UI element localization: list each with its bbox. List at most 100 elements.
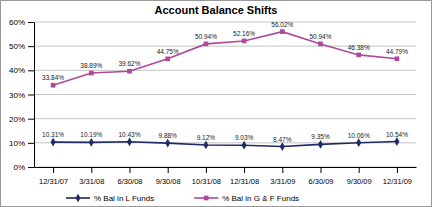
y-tick: 50%: [9, 42, 34, 51]
x-tick: 6/30/09: [308, 167, 333, 186]
x-tick: 9/30/08: [156, 167, 181, 186]
x-tick: 3/31/08: [79, 167, 104, 186]
legend-marker: [75, 194, 80, 203]
y-tick-mark: [28, 95, 34, 96]
y-tick-mark: [28, 167, 34, 168]
series-marker: [51, 138, 56, 147]
x-tick: 6/30/08: [117, 167, 142, 186]
series-marker: [318, 140, 323, 149]
series-marker: [242, 141, 247, 150]
y-tick-label: 60%: [9, 18, 25, 27]
x-tick-label: 6/30/08: [117, 177, 142, 186]
x-tick-mark: [130, 167, 131, 173]
plot: 0% 10% 20% 30% 40% 50% 60% 12/31/07 3/31/08 6/30/…: [9, 18, 417, 185]
data-label: 10.19%: [80, 131, 102, 138]
legend-label: % Bal in L Funds: [94, 194, 154, 203]
x-tick-label: 3/31/09: [270, 177, 295, 186]
series-marker: [127, 69, 132, 74]
data-label: 10.31%: [42, 131, 64, 138]
legend-item: % Bal in L Funds: [66, 194, 154, 203]
x-tick: 12/31/07: [39, 167, 68, 186]
x-tick: 12/31/09: [383, 167, 412, 186]
series-marker: [204, 42, 209, 47]
x-tick: 10/31/08: [192, 167, 221, 186]
y-tick: 20%: [9, 115, 34, 124]
x-tick-label: 10/31/08: [192, 177, 221, 186]
chart: Account Balance Shifts 0% 10% 20% 30% 40% 50% 6…: [0, 0, 432, 207]
series-marker: [203, 141, 208, 150]
series-line: [53, 32, 397, 86]
title: Account Balance Shifts: [155, 4, 278, 16]
data-label: 56.02%: [271, 21, 293, 28]
x-tick-label: 12/31/08: [230, 177, 259, 186]
x-tick-label: 12/31/07: [39, 177, 68, 186]
x-tick-label: 9/30/08: [156, 177, 181, 186]
series-marker: [395, 56, 400, 61]
y-tick: 40%: [9, 66, 34, 75]
legend-item: % Bal in G & F Funds: [194, 194, 299, 203]
series-marker: [127, 137, 132, 146]
x-tick: 12/31/08: [230, 167, 259, 186]
x-tick-mark: [206, 167, 207, 173]
data-label: 9.35%: [311, 133, 330, 140]
y-tick: 30%: [9, 91, 34, 100]
x-tick: 3/31/09: [270, 167, 295, 186]
data-label: 50.94%: [309, 33, 331, 40]
x-tick-mark: [321, 167, 322, 173]
chart-border: [1, 1, 432, 207]
y-tick: 60%: [9, 18, 34, 27]
legend: % Bal in L Funds % Bal in G & F Funds: [66, 194, 299, 203]
x-tick: 9/30/09: [347, 167, 372, 186]
x-tick-mark: [397, 167, 398, 173]
grid-line: [34, 118, 416, 119]
y-tick-mark: [28, 46, 34, 47]
series-marker: [280, 142, 285, 151]
series-marker: [356, 138, 361, 147]
data-label: 39.62%: [118, 60, 140, 67]
grid: [34, 22, 416, 167]
y-axis-line: [34, 23, 35, 168]
marks: [51, 29, 400, 151]
y-tick-label: 50%: [9, 42, 25, 51]
series-marker: [165, 57, 170, 62]
series-marker: [51, 83, 56, 88]
y-tick: 0%: [13, 163, 34, 172]
data-label: 9.88%: [158, 132, 177, 139]
x-tick-mark: [53, 167, 54, 173]
y-axis: 0% 10% 20% 30% 40% 50% 60%: [9, 18, 35, 172]
grid-line: [34, 94, 416, 95]
series-marker: [394, 137, 399, 146]
y-tick: 10%: [9, 139, 34, 148]
series-marker: [89, 138, 94, 147]
x-tick-mark: [359, 167, 360, 173]
y-tick-label: 20%: [9, 115, 25, 124]
x-tick-label: 3/31/08: [79, 177, 104, 186]
data-label: 52.16%: [233, 30, 255, 37]
series-marker: [89, 71, 94, 76]
series-marker: [356, 53, 361, 58]
x-tick-mark: [244, 167, 245, 173]
series-line: [53, 142, 397, 147]
data-label: 10.06%: [348, 132, 370, 139]
data-label: 44.79%: [386, 48, 408, 55]
y-tick-mark: [28, 70, 34, 71]
data-label: 8.47%: [273, 136, 292, 143]
y-tick-mark: [28, 22, 34, 23]
x-tick-label: 6/30/09: [308, 177, 333, 186]
data-label: 50.94%: [195, 33, 217, 40]
x-tick-mark: [282, 167, 283, 173]
y-tick-label: 30%: [9, 91, 25, 100]
data-label: 9.03%: [235, 134, 254, 141]
y-tick-mark: [28, 143, 34, 144]
x-tick-mark: [168, 167, 169, 173]
series-marker: [318, 42, 323, 47]
y-tick-label: 40%: [9, 66, 25, 75]
y-tick-mark: [28, 119, 34, 120]
y-tick-label: 10%: [9, 139, 25, 148]
data-label: 10.54%: [386, 131, 408, 138]
series-marker: [280, 29, 285, 34]
x-axis: 12/31/07 3/31/08 6/30/08 9/30/08 10/31/08 12/…: [35, 167, 417, 186]
series-marker: [165, 139, 170, 148]
y-tick-label: 0%: [13, 163, 25, 172]
grid-line: [34, 22, 416, 23]
